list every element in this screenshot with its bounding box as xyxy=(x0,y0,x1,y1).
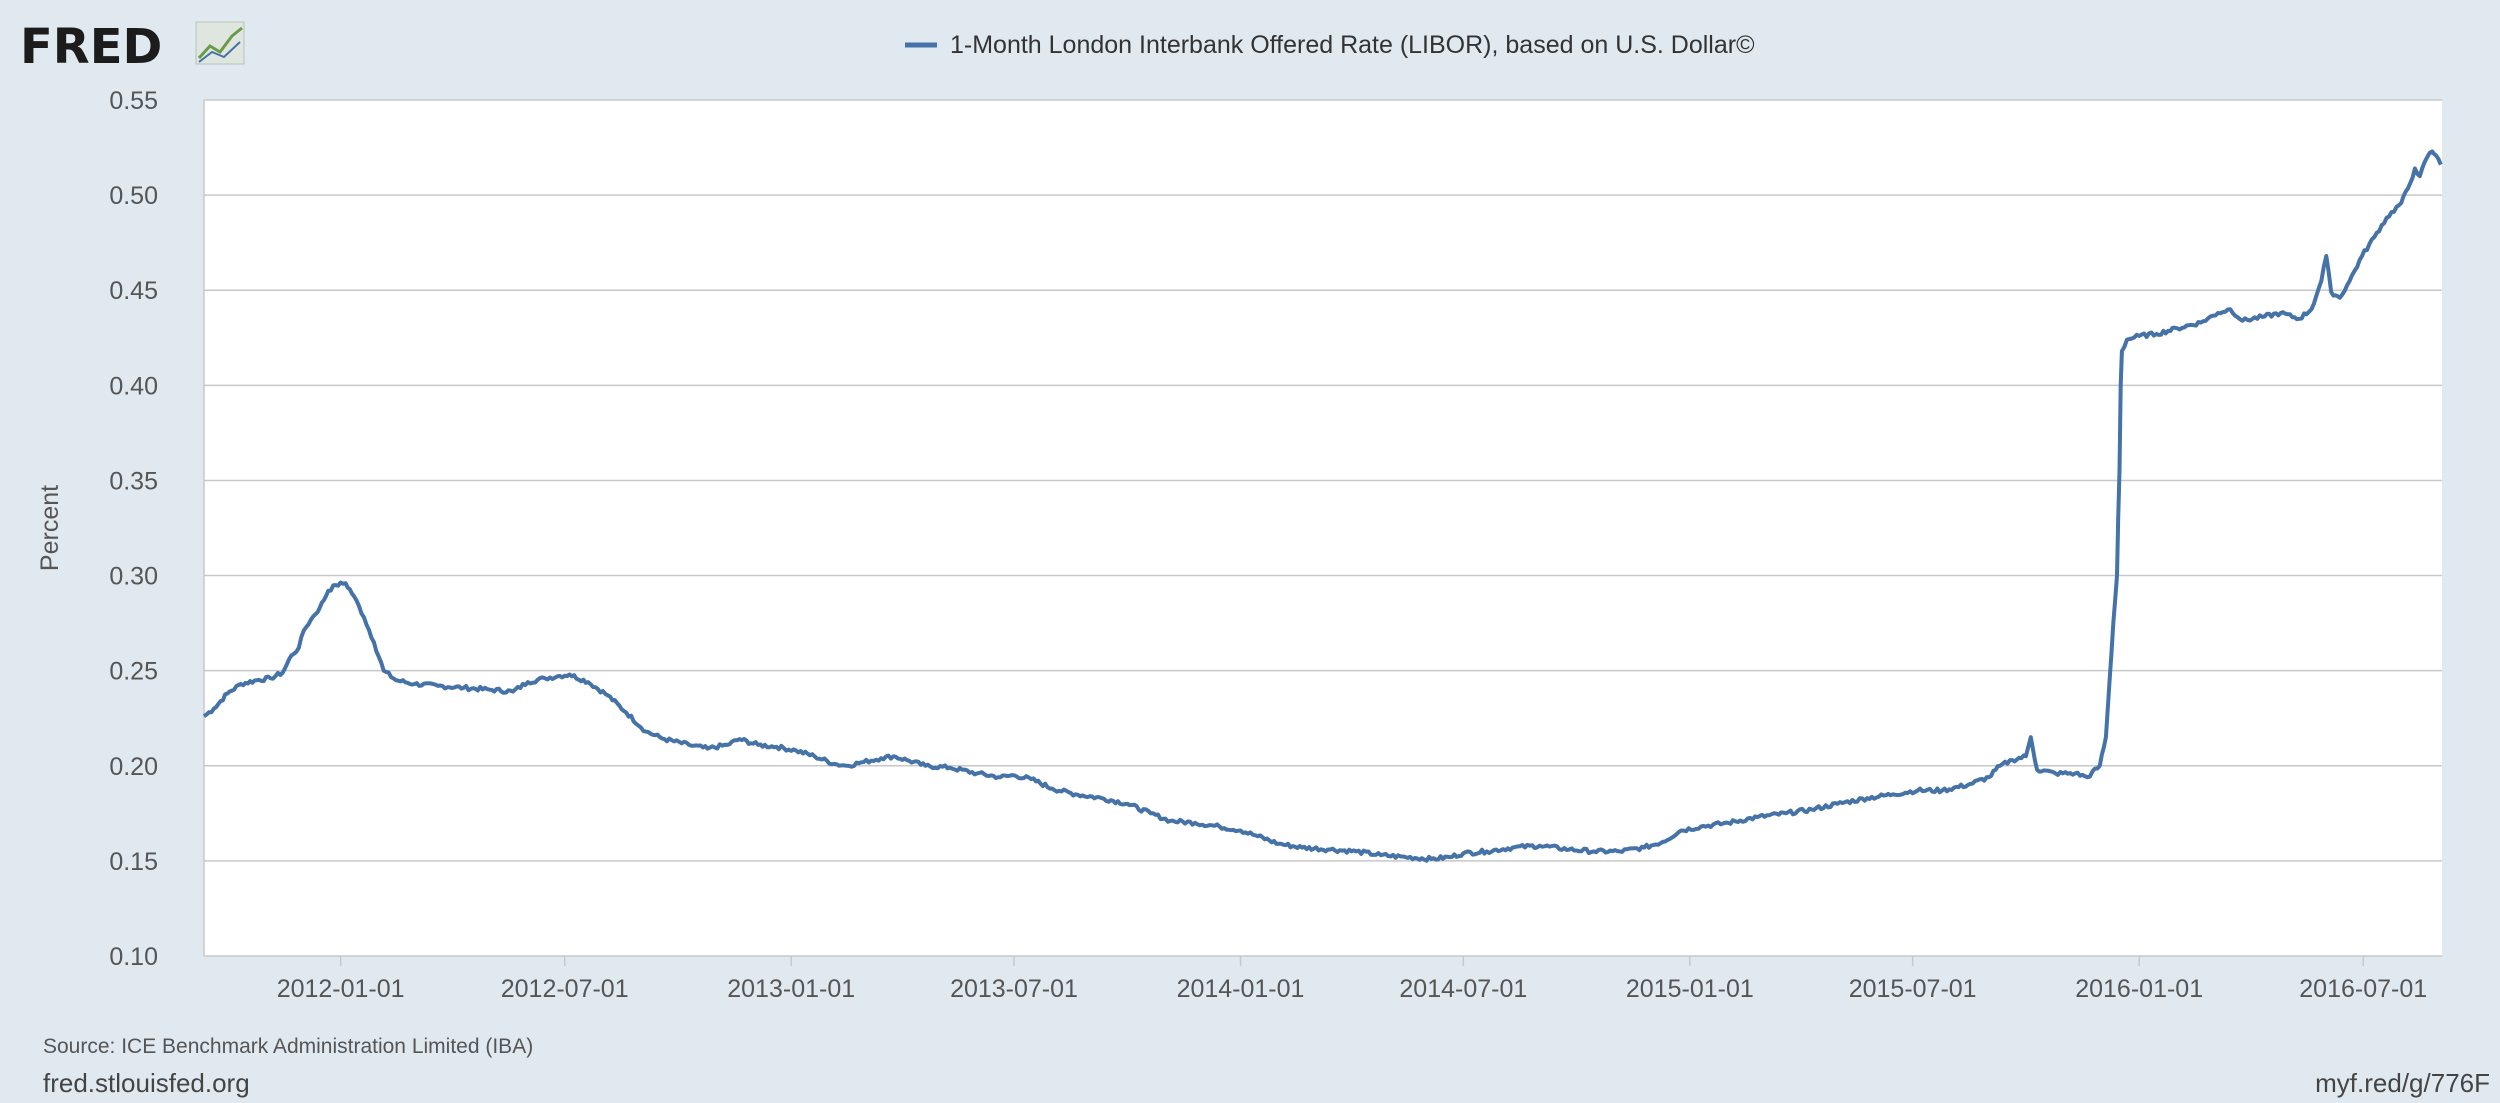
y-tick-label: 0.10 xyxy=(109,943,158,971)
y-tick-label: 0.50 xyxy=(109,182,158,210)
site-link[interactable]: fred.stlouisfed.org xyxy=(43,1068,250,1098)
x-tick-label: 2013-07-01 xyxy=(950,975,1078,1003)
y-axis-label: Percent xyxy=(36,485,64,571)
x-axis-ticks: 2012-01-01 2012-07-01 2013-01-01 2013-07-01… xyxy=(277,956,2427,1003)
y-tick-label: 0.20 xyxy=(109,753,158,781)
y-tick-label: 0.45 xyxy=(109,277,158,305)
logo-text: FRED xyxy=(20,19,162,75)
series-layer xyxy=(202,149,2443,863)
x-tick-label: 2016-07-01 xyxy=(2299,975,2427,1003)
x-tick-label: 2012-07-01 xyxy=(501,975,629,1003)
x-tick-label: 2016-01-01 xyxy=(2075,975,2203,1003)
series-line xyxy=(202,149,2443,863)
chart-line-icon xyxy=(195,21,245,65)
source-note: Source: ICE Benchmark Administration Lim… xyxy=(43,1035,533,1058)
x-tick-label: 2012-01-01 xyxy=(277,975,405,1003)
y-tick-label: 0.30 xyxy=(109,563,158,591)
x-tick-label: 2015-07-01 xyxy=(1849,975,1977,1003)
y-axis-ticks: 0.10 0.15 0.20 0.25 0.30 0.35 0.40 0.45 0.50 0.55 xyxy=(109,87,158,971)
x-tick-label: 2013-01-01 xyxy=(727,975,855,1003)
y-tick-label: 0.55 xyxy=(109,87,158,115)
plot-area xyxy=(204,100,2442,956)
x-tick-label: 2014-01-01 xyxy=(1177,975,1305,1003)
y-tick-label: 0.25 xyxy=(109,658,158,686)
y-tick-label: 0.35 xyxy=(109,467,158,495)
x-tick-label: 2014-07-01 xyxy=(1399,975,1527,1003)
legend-label: 1-Month London Interbank Offered Rate (L… xyxy=(950,31,1755,59)
grid-lines xyxy=(203,99,2442,957)
y-tick-label: 0.15 xyxy=(109,848,158,876)
legend: 1-Month London Interbank Offered Rate (L… xyxy=(905,31,1755,59)
short-link[interactable]: myf.red/g/776F xyxy=(2315,1068,2490,1098)
x-tick-label: 2015-01-01 xyxy=(1626,975,1754,1003)
fred-logo[interactable]: FRED xyxy=(20,19,245,75)
y-tick-label: 0.40 xyxy=(109,372,158,400)
